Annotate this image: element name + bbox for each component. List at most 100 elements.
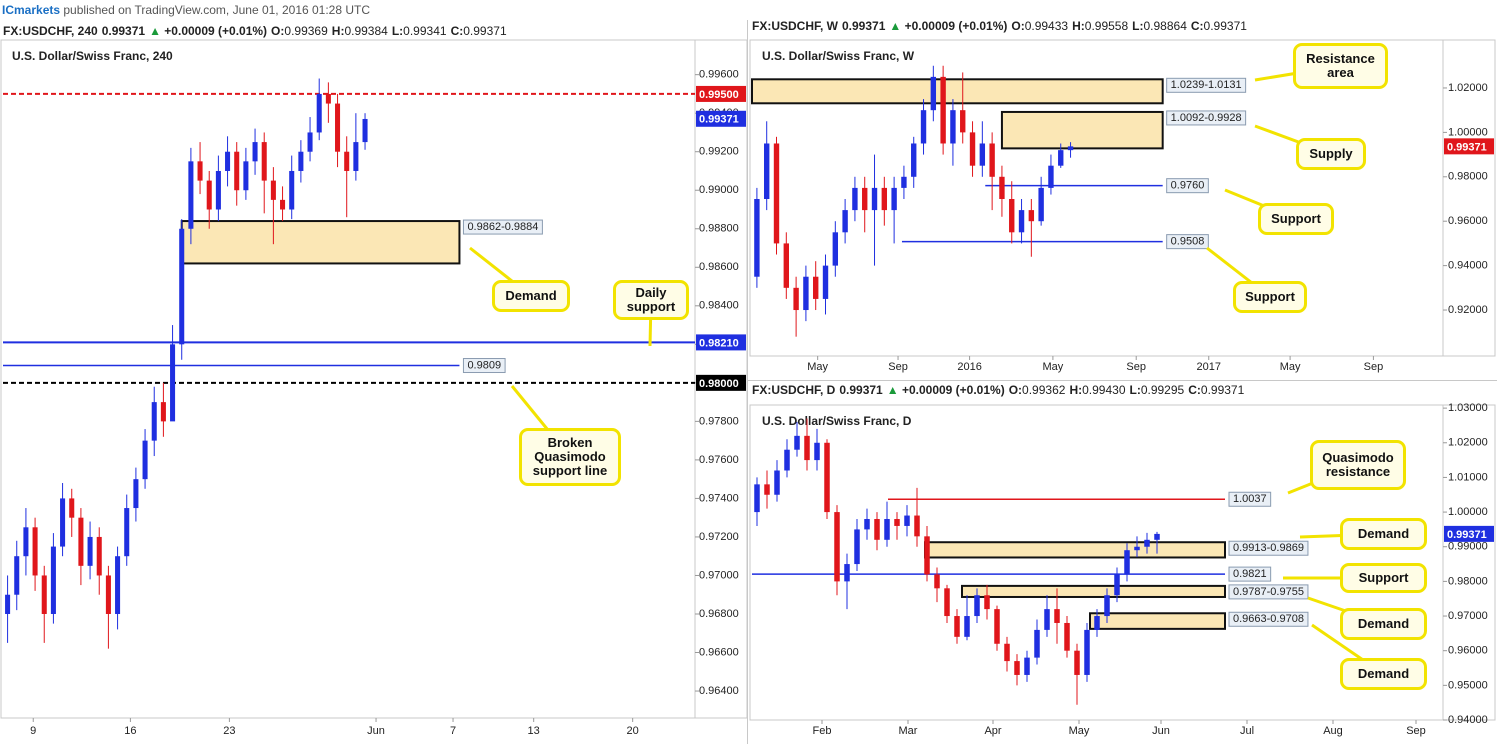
x-tick-label: May (807, 361, 828, 373)
y-tick-label: 0.96000 (1448, 645, 1488, 657)
candle-body (1024, 657, 1030, 675)
y-tick-label: 0.94000 (1448, 260, 1488, 272)
x-tick-label: 20 (627, 725, 639, 737)
candle-body (960, 110, 966, 133)
chart-title: U.S. Dollar/Swiss Franc, W (762, 49, 915, 63)
callout: Demand (1340, 658, 1427, 690)
ohlc-value: 0.99362 (1022, 383, 1066, 397)
zone-label-box (462, 219, 543, 235)
candle-body (307, 132, 313, 152)
candle-body (1034, 629, 1040, 658)
candle-body (151, 402, 157, 441)
candle-body (822, 265, 829, 299)
ohlc-value: 0.99371 (1203, 19, 1247, 33)
level-label-box (462, 358, 506, 374)
candle-body (188, 161, 194, 229)
candle-body (32, 527, 38, 576)
change: ▲ +0.00009 (+0.01%) (149, 24, 268, 38)
candle-body (834, 512, 840, 582)
ohlc-label: L: (1132, 19, 1144, 33)
candle-body (215, 170, 221, 210)
x-tick-label: May (1069, 725, 1090, 737)
level-label: 0.9508 (1171, 236, 1205, 248)
x-tick-label: Jun (1152, 725, 1170, 737)
candle-body (1134, 546, 1140, 551)
price-tag: 0.98210 (699, 337, 739, 349)
candle-body (979, 143, 986, 166)
candle-body (362, 118, 368, 143)
zone-label: 1.0239-1.0131 (1171, 79, 1242, 91)
candle-body (1028, 210, 1035, 222)
y-tick-label: 1.00000 (1448, 506, 1488, 518)
candle-body (1004, 643, 1010, 662)
chart-header: FX:USDCHF, W 0.99371 ▲ +0.00009 (+0.01%) O:… (752, 19, 1251, 33)
candle-body (924, 536, 930, 575)
x-tick-label: May (1280, 361, 1301, 373)
candle-body (881, 187, 888, 211)
zone-label: 0.9663-0.9708 (1233, 613, 1304, 625)
y-tick-label: 0.98000 (1448, 171, 1488, 183)
y-tick-label: 0.97000 (699, 569, 739, 581)
candle-body (794, 435, 800, 450)
candle-body (1038, 187, 1044, 222)
y-tick-label: 0.97600 (699, 454, 739, 466)
candle-body (944, 588, 950, 617)
candle-body (1044, 609, 1050, 630)
candle-body (1058, 150, 1064, 166)
candle-body (252, 142, 258, 162)
zone-label-box (1228, 611, 1309, 627)
publisher[interactable]: ICmarkets (2, 3, 61, 17)
candle-body (243, 161, 249, 191)
candle-body (344, 151, 350, 171)
candle-body (206, 180, 212, 210)
ohlc-label: H: (331, 24, 345, 38)
ohlc-value: 0.99384 (344, 24, 388, 38)
candle-body (115, 556, 121, 614)
callout: Quasimodo resistance (1310, 440, 1406, 490)
y-tick-label: 0.96400 (699, 685, 739, 697)
callout: Supply (1296, 138, 1366, 170)
y-tick-label: 0.99000 (1448, 541, 1488, 553)
level-label: 0.9760 (1171, 180, 1205, 192)
zone (961, 584, 1226, 598)
candle-body (862, 187, 868, 211)
candle-body (1144, 539, 1150, 547)
candle-body (904, 515, 910, 526)
level-label-box (1166, 234, 1209, 250)
ohlc-label: O: (1008, 383, 1023, 397)
publish-bar: ICmarkets published on TradingView.com, … (2, 3, 370, 17)
y-tick-label: 0.97800 (699, 415, 739, 427)
candle-body (1054, 609, 1060, 623)
symbol: FX:USDCHF, 240 (3, 24, 98, 38)
candle-body (1124, 550, 1130, 575)
x-tick-label: 2017 (1197, 361, 1221, 373)
ohlc-label: C: (450, 24, 464, 38)
candle-body (804, 435, 810, 461)
candle-body (353, 142, 359, 171)
y-tick-label: 0.95000 (1448, 679, 1488, 691)
candle-body (335, 103, 341, 152)
candle-body (96, 536, 102, 576)
ohlc-label: L: (1129, 383, 1141, 397)
zone (751, 78, 1164, 105)
candle-body (261, 142, 267, 181)
y-tick-label: 0.98800 (699, 223, 739, 235)
y-tick-label: 0.92000 (1448, 304, 1488, 316)
level-label-box (1228, 566, 1272, 582)
candle-body (754, 484, 760, 513)
x-tick-label: 16 (124, 725, 136, 737)
candle-body (1074, 650, 1080, 675)
ohlc-label: C: (1190, 19, 1204, 33)
y-tick-label: 0.99600 (699, 69, 739, 81)
symbol: FX:USDCHF, W (752, 19, 838, 33)
candle-body (894, 519, 900, 526)
x-tick-label: 7 (450, 725, 456, 737)
candle-body (87, 536, 93, 566)
x-tick-label: 13 (528, 725, 540, 737)
price-tag: 0.99371 (699, 114, 739, 126)
zone-label-box (1166, 110, 1247, 126)
candle-body (316, 93, 322, 133)
candle-body (1084, 629, 1090, 675)
candle-body (1018, 210, 1025, 233)
